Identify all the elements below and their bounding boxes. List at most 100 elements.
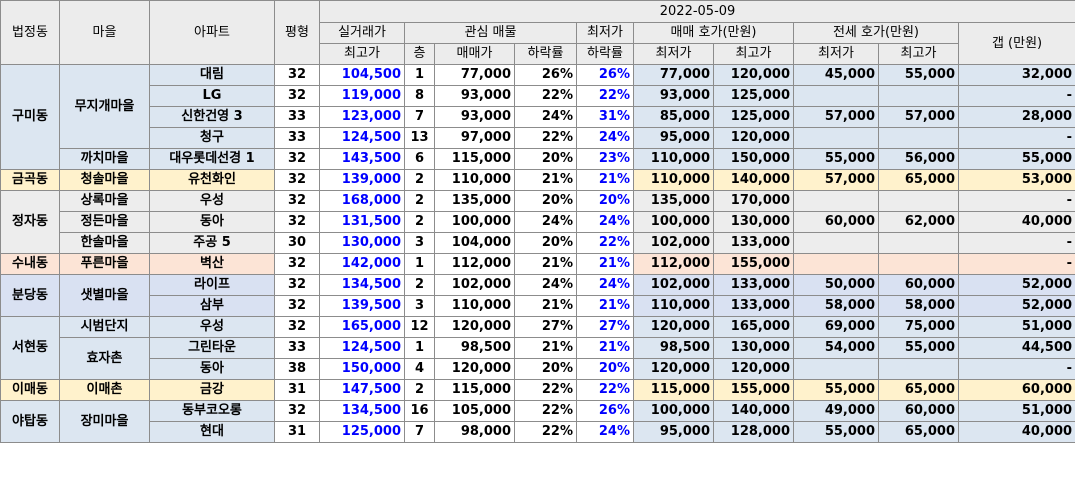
lowest-drop-cell: 22% — [576, 232, 634, 254]
sale-min-cell: 98,500 — [633, 337, 714, 359]
lowest-drop-cell: 31% — [576, 106, 634, 128]
table-row: 신한건영 3 33 123,000 7 93,000 24% 31% 85,000 125,00… — [1, 106, 1075, 128]
gap-cell: 32,000 — [957, 64, 1075, 86]
gap-cell: 51,000 — [957, 400, 1075, 422]
dong-cell: 금곡동 — [0, 169, 60, 191]
drop-cell: 20% — [514, 358, 577, 380]
price-cell: 77,000 — [434, 64, 515, 86]
header-village: 마을 — [59, 0, 150, 65]
jeonse-max-cell: 60,000 — [878, 400, 959, 422]
price-cell: 102,000 — [434, 274, 515, 296]
trade-max-cell: 139,000 — [319, 169, 405, 191]
table-body: 구미동 무지개마을 대림 32 104,500 1 77,000 26% 26% 77,000 12… — [0, 64, 1075, 443]
village-cell: 무지개마을 — [59, 64, 150, 149]
size-cell: 32 — [274, 211, 320, 233]
size-cell: 30 — [274, 232, 320, 254]
village-cell: 청솔마을 — [59, 169, 150, 191]
dong-cell: 수내동 — [0, 253, 60, 275]
sale-max-cell: 170,000 — [713, 190, 794, 212]
floor-cell: 4 — [404, 358, 435, 380]
jeonse-min-cell: 54,000 — [793, 337, 879, 359]
header-jeonse-min: 최저가 — [793, 43, 879, 65]
village-cell: 시범단지 — [59, 316, 150, 338]
apartment-cell: 대림 — [149, 64, 275, 86]
trade-max-cell: 150,000 — [319, 358, 405, 380]
drop-cell: 22% — [514, 127, 577, 149]
sale-max-cell: 150,000 — [713, 148, 794, 170]
gap-cell: 55,000 — [957, 148, 1075, 170]
jeonse-max-cell — [878, 85, 959, 107]
size-cell: 32 — [274, 85, 320, 107]
jeonse-min-cell: 55,000 — [793, 421, 879, 443]
drop-cell: 22% — [514, 85, 577, 107]
header-trade-top: 실거래가 — [319, 22, 405, 44]
floor-cell: 2 — [404, 274, 435, 296]
sale-max-cell: 125,000 — [713, 106, 794, 128]
gap-cell: 28,000 — [957, 106, 1075, 128]
drop-cell: 22% — [514, 421, 577, 443]
price-cell: 105,000 — [434, 400, 515, 422]
size-cell: 32 — [274, 400, 320, 422]
village-cell: 한솔마을 — [59, 232, 150, 254]
lowest-drop-cell: 23% — [576, 148, 634, 170]
header-drop: 하락률 — [514, 43, 577, 65]
jeonse-min-cell: 58,000 — [793, 295, 879, 317]
drop-cell: 21% — [514, 295, 577, 317]
header-gap: 갭 (만원) — [957, 22, 1075, 65]
drop-cell: 21% — [514, 169, 577, 191]
lowest-drop-cell: 21% — [576, 337, 634, 359]
lowest-drop-cell: 24% — [576, 211, 634, 233]
village-cell: 푸른마을 — [59, 253, 150, 275]
drop-cell: 22% — [514, 400, 577, 422]
trade-max-cell: 134,500 — [319, 400, 405, 422]
apartment-cell: 신한건영 3 — [149, 106, 275, 128]
table-row: 야탑동 장미마을 동부코오롱 32 134,500 16 105,000 22% 26% 100,… — [0, 400, 1075, 443]
header-trade-sub: 최고가 — [319, 43, 405, 65]
table-row: 분당동 샛별마을 라이프 32 134,500 2 102,000 24% 24% 102,000… — [0, 274, 1075, 317]
table-row: 정자동 상록마을 우성 32 168,000 2 135,000 20% 20% 135,000 1… — [0, 190, 1075, 254]
trade-max-cell: 165,000 — [319, 316, 405, 338]
header-interest: 관심 매물 — [404, 22, 577, 44]
floor-cell: 2 — [404, 379, 435, 401]
jeonse-min-cell — [793, 358, 879, 380]
sale-max-cell: 120,000 — [713, 64, 794, 86]
jeonse-max-cell — [878, 358, 959, 380]
size-cell: 32 — [274, 253, 320, 275]
floor-cell: 16 — [404, 400, 435, 422]
drop-cell: 24% — [514, 211, 577, 233]
gap-cell: - — [957, 127, 1075, 149]
floor-cell: 2 — [404, 169, 435, 191]
jeonse-min-cell: 55,000 — [793, 148, 879, 170]
price-cell: 98,000 — [434, 421, 515, 443]
dong-cell: 야탑동 — [0, 400, 60, 443]
drop-cell: 22% — [514, 379, 577, 401]
jeonse-min-cell: 55,000 — [793, 379, 879, 401]
price-cell: 110,000 — [434, 169, 515, 191]
floor-cell: 3 — [404, 232, 435, 254]
jeonse-max-cell: 57,000 — [878, 106, 959, 128]
apartment-price-table: 법정동 마을 아파트 평형 2022-05-09 실거래가 관심 매물 최저가 … — [0, 0, 1075, 443]
apartment-cell: 금강 — [149, 379, 275, 401]
village-cell: 샛별마을 — [59, 274, 150, 317]
floor-cell: 8 — [404, 85, 435, 107]
price-cell: 98,500 — [434, 337, 515, 359]
size-cell: 32 — [274, 190, 320, 212]
jeonse-max-cell: 55,000 — [878, 337, 959, 359]
lowest-drop-cell: 20% — [576, 358, 634, 380]
drop-cell: 21% — [514, 253, 577, 275]
table-row: LG 32 119,000 8 93,000 22% 22% 93,000 125,000- — [1, 85, 1075, 107]
header-sale-min: 최저가 — [633, 43, 714, 65]
header-lowest-top: 최저가 — [576, 22, 634, 44]
sale-max-cell: 140,000 — [713, 400, 794, 422]
price-cell: 112,000 — [434, 253, 515, 275]
gap-cell: - — [957, 232, 1075, 254]
lowest-drop-cell: 21% — [576, 169, 634, 191]
jeonse-max-cell — [878, 127, 959, 149]
trade-max-cell: 168,000 — [319, 190, 405, 212]
trade-max-cell: 134,500 — [319, 274, 405, 296]
floor-cell: 1 — [404, 337, 435, 359]
village-cell: 상록마을 — [59, 190, 150, 212]
jeonse-min-cell: 45,000 — [793, 64, 879, 86]
table-row: 동아 38 150,000 4 120,000 20% 20% 120,000 120,000- — [1, 358, 1075, 380]
table-row: 수내동 푸른마을 벽산 32 142,000 1 112,000 21% 21% 112,000 1… — [0, 253, 1075, 275]
